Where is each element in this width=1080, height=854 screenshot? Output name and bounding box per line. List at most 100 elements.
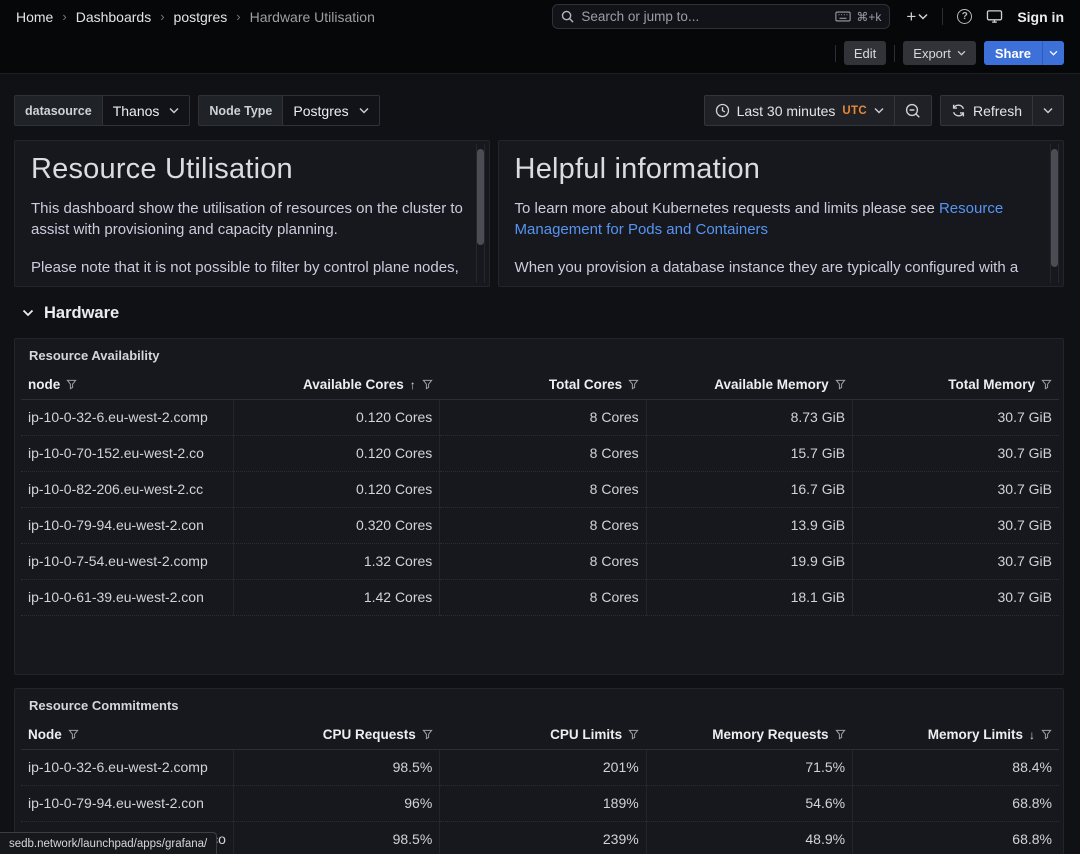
column-header-memory-requests[interactable]: Memory Requests xyxy=(646,721,852,749)
datasource-select[interactable]: Thanos xyxy=(102,95,191,126)
column-header-total-cores[interactable]: Total Cores xyxy=(440,371,646,399)
zoom-out-icon xyxy=(905,103,921,119)
zoom-out-time-button[interactable] xyxy=(895,96,931,125)
sign-in-button[interactable]: Sign in xyxy=(1017,9,1064,25)
refresh-label: Refresh xyxy=(973,103,1022,119)
display-icon[interactable] xyxy=(986,9,1003,24)
column-header-available-memory[interactable]: Available Memory xyxy=(646,371,852,399)
table-row: ip-10-0-82-206.eu-west-2.cc0.120 Cores8 … xyxy=(21,471,1059,507)
value-cell: 1.42 Cores xyxy=(233,579,439,615)
filter-icon[interactable] xyxy=(835,379,846,390)
breadcrumb-dashboards[interactable]: Dashboards xyxy=(76,9,152,25)
node-type-select[interactable]: Postgres xyxy=(282,95,379,126)
panel-title: Resource Commitments xyxy=(15,689,1063,719)
value-cell: 19.9 GiB xyxy=(646,543,852,579)
variable-label: datasource xyxy=(14,95,102,126)
filter-icon[interactable] xyxy=(66,379,77,390)
variable-datasource: datasource Thanos xyxy=(14,95,190,126)
help-icon[interactable]: ? xyxy=(957,9,972,24)
share-button[interactable]: Share xyxy=(984,41,1042,65)
column-header-cpu-requests[interactable]: CPU Requests xyxy=(233,721,439,749)
filter-icon[interactable] xyxy=(628,729,639,740)
refresh-controls: Refresh xyxy=(940,95,1064,126)
chevron-down-icon xyxy=(359,107,369,114)
value-cell: 8 Cores xyxy=(440,471,646,507)
chevron-down-icon xyxy=(1049,50,1058,56)
time-range-label: Last 30 minutes xyxy=(737,103,836,119)
search-input[interactable] xyxy=(581,9,828,24)
column-header-cpu-limits[interactable]: CPU Limits xyxy=(440,721,646,749)
keyboard-shortcut-hint: ⌘+k xyxy=(835,10,881,24)
node-cell: ip-10-0-32-6.eu-west-2.comp xyxy=(21,749,233,785)
value-cell: 8 Cores xyxy=(440,579,646,615)
breadcrumb-current-page: Hardware Utilisation xyxy=(250,9,375,25)
filter-icon[interactable] xyxy=(422,379,433,390)
nav-divider xyxy=(942,8,943,25)
breadcrumb-separator: › xyxy=(160,9,164,24)
value-cell: 30.7 GiB xyxy=(853,579,1059,615)
panel-paragraph: This dashboard show the utilisation of r… xyxy=(31,198,465,241)
add-menu-button[interactable]: + xyxy=(906,8,928,25)
column-header-node[interactable]: Node xyxy=(21,721,233,749)
refresh-button[interactable]: Refresh xyxy=(941,96,1032,125)
export-button[interactable]: Export xyxy=(903,41,976,65)
value-cell: 8 Cores xyxy=(440,399,646,435)
value-cell: 189% xyxy=(440,785,646,821)
value-cell: 48.9% xyxy=(646,821,852,854)
value-cell: 98.5% xyxy=(233,749,439,785)
panel-title: Helpful information xyxy=(515,153,1039,186)
edit-button[interactable]: Edit xyxy=(844,41,886,65)
breadcrumb-home[interactable]: Home xyxy=(16,9,53,25)
panel-paragraph: Please note that it is not possible to f… xyxy=(31,257,465,278)
filter-icon[interactable] xyxy=(1041,729,1052,740)
time-range-picker[interactable]: Last 30 minutes UTC xyxy=(705,96,894,125)
shortcut-label: ⌘+k xyxy=(856,10,881,24)
toolbar-divider xyxy=(835,45,836,62)
value-cell: 8 Cores xyxy=(440,543,646,579)
breadcrumb-postgres[interactable]: postgres xyxy=(174,9,228,25)
dashboard-toolbar: Edit Export Share xyxy=(0,33,1080,74)
time-controls: Last 30 minutes UTC xyxy=(704,95,932,126)
section-hardware[interactable]: Hardware xyxy=(22,301,1064,325)
column-header-total-memory[interactable]: Total Memory xyxy=(853,371,1059,399)
panel-resource-utilisation: Resource Utilisation This dashboard show… xyxy=(14,140,490,287)
value-cell: 0.120 Cores xyxy=(233,471,439,507)
table-row: ip-10-0-32-6.eu-west-2.comp98.5%201%71.5… xyxy=(21,749,1059,785)
value-cell: 68.8% xyxy=(853,821,1059,854)
chevron-down-icon xyxy=(957,50,966,56)
column-header-node[interactable]: node xyxy=(21,371,233,399)
scrollbar-thumb[interactable] xyxy=(477,149,484,245)
filter-icon[interactable] xyxy=(835,729,846,740)
value-cell: 15.7 GiB xyxy=(646,435,852,471)
chevron-down-icon xyxy=(1043,107,1053,114)
value-cell: 8 Cores xyxy=(440,507,646,543)
search-box[interactable]: ⌘+k xyxy=(552,4,890,29)
filter-icon[interactable] xyxy=(1041,379,1052,390)
filter-icon[interactable] xyxy=(68,729,79,740)
node-cell: ip-10-0-82-206.eu-west-2.cc xyxy=(21,471,233,507)
timezone-badge: UTC xyxy=(842,105,867,117)
refresh-interval-dropdown[interactable] xyxy=(1033,96,1063,125)
panel-paragraph: When you provision a database instance t… xyxy=(515,257,1039,278)
value-cell: 30.7 GiB xyxy=(853,399,1059,435)
value-cell: 88.4% xyxy=(853,749,1059,785)
value-cell: 96% xyxy=(233,785,439,821)
panel-helpful-information: Helpful information To learn more about … xyxy=(498,140,1064,287)
node-cell: ip-10-0-79-94.eu-west-2.con xyxy=(21,785,233,821)
scrollbar-thumb[interactable] xyxy=(1051,149,1058,267)
column-header-memory-limits[interactable]: Memory Limits↓ xyxy=(853,721,1059,749)
table-row: ip-10-0-79-94.eu-west-2.con0.320 Cores8 … xyxy=(21,507,1059,543)
value-cell: 0.320 Cores xyxy=(233,507,439,543)
table-header-row: node Available Cores↑ Total Cores Availa… xyxy=(21,371,1059,399)
filter-icon[interactable] xyxy=(422,729,433,740)
value-cell: 8 Cores xyxy=(440,435,646,471)
variable-label: Node Type xyxy=(198,95,282,126)
node-cell: ip-10-0-32-6.eu-west-2.comp xyxy=(21,399,233,435)
node-cell: ip-10-0-79-94.eu-west-2.con xyxy=(21,507,233,543)
value-cell: 13.9 GiB xyxy=(646,507,852,543)
panel-paragraph: To learn more about Kubernetes requests … xyxy=(515,198,1039,241)
value-cell: 16.7 GiB xyxy=(646,471,852,507)
column-header-available-cores[interactable]: Available Cores↑ xyxy=(233,371,439,399)
share-dropdown-button[interactable] xyxy=(1042,41,1064,65)
filter-icon[interactable] xyxy=(628,379,639,390)
